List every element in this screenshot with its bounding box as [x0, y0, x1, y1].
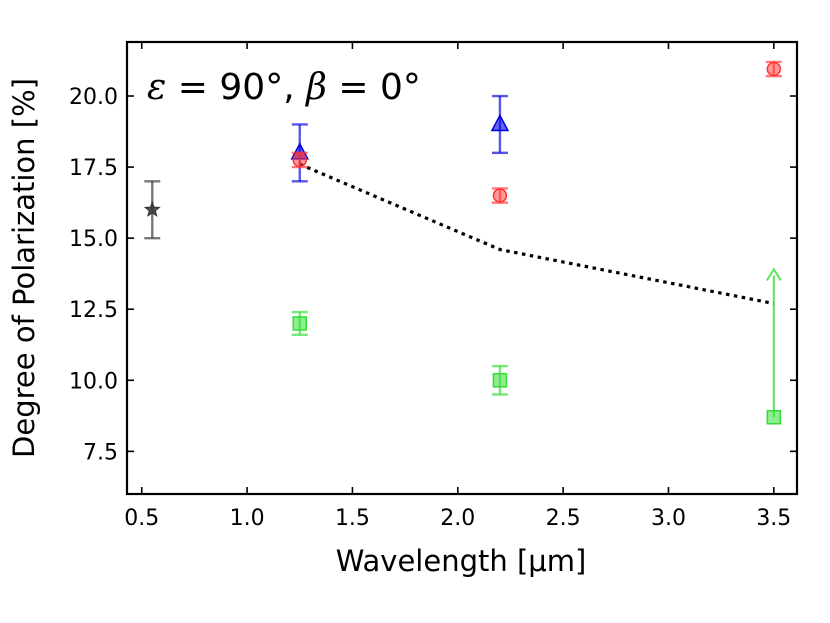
x-tick-label: 3.5 — [756, 506, 791, 531]
annotation-beta: β — [304, 67, 327, 108]
red-circle-marker — [292, 152, 308, 168]
x-axis-label: Wavelength [μm] — [336, 544, 587, 578]
green-square-marker — [492, 373, 508, 388]
green-square-marker — [292, 316, 308, 331]
annotation-epsilon: ε — [147, 67, 166, 108]
y-tick-label: 15.0 — [69, 227, 118, 252]
red-circle-marker — [766, 61, 782, 77]
limit-arrow-head — [765, 267, 782, 281]
x-tick-label: 3.0 — [651, 506, 686, 531]
x-tick-label: 0.5 — [124, 506, 159, 531]
axis-ticks: 0.5 1.0 1.5 2.0 2.5 3.0 3.5 7.5 10.0 12.5 15.0 17.5… — [69, 42, 797, 531]
plot-frame — [125, 40, 799, 496]
annotation-text: ε = 90°, β = 0° — [147, 67, 421, 108]
blue-triangle-marker — [490, 113, 510, 132]
y-tick-label: 7.5 — [83, 440, 118, 465]
model-line — [299, 162, 775, 306]
black-star-marker — [143, 200, 161, 217]
x-tick-label: 2.0 — [440, 506, 475, 531]
x-tick-label: 2.5 — [546, 506, 581, 531]
x-tick-label: 1.5 — [335, 506, 370, 531]
plot-area — [143, 60, 782, 425]
annotation-beta-value: = 0° — [327, 67, 421, 108]
green-square-marker — [766, 409, 782, 425]
y-axis-label: Degree of Polarization [%] — [7, 78, 41, 458]
y-tick-label: 12.5 — [69, 298, 118, 323]
y-tick-label: 10.0 — [69, 369, 118, 394]
y-tick-label: 20.0 — [69, 85, 118, 110]
y-tick-label: 17.5 — [69, 156, 118, 181]
x-tick-label: 1.0 — [230, 506, 265, 531]
red-circle-marker — [492, 188, 508, 203]
annotation-epsilon-value: = 90°, — [166, 67, 306, 108]
